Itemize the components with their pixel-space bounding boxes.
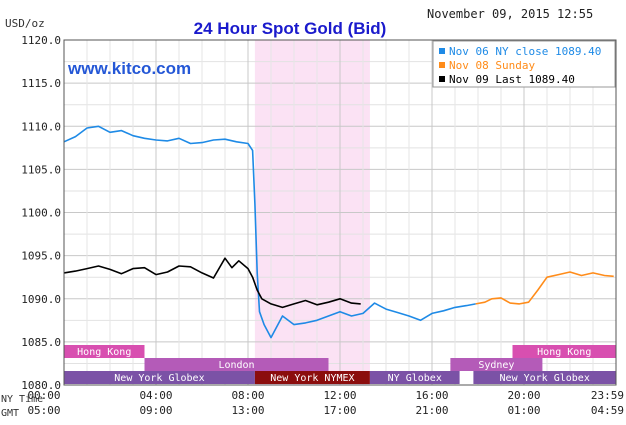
timestamp: November 09, 2015 12:55 bbox=[427, 7, 593, 21]
x-tick-gmt: 13:00 bbox=[231, 404, 264, 417]
session-bar bbox=[512, 345, 616, 358]
series-line-1 bbox=[475, 271, 614, 305]
legend-box bbox=[432, 40, 616, 88]
session-bar bbox=[254, 371, 370, 384]
y-tick-label: 1110.0 bbox=[21, 120, 61, 133]
x-tick-ny: 00:00 bbox=[27, 389, 60, 402]
y-axis: 1120.0 1115.0 1110.0 1105.0 1100.0 1095.0 1090… bbox=[21, 34, 61, 392]
session-bar bbox=[450, 358, 543, 371]
x-tick-ny: 12:00 bbox=[323, 389, 356, 402]
y-tick-label: 1085.0 bbox=[21, 336, 61, 349]
x-tick-ny: 08:00 bbox=[231, 389, 264, 402]
legend-swatch bbox=[439, 76, 445, 82]
grid bbox=[63, 39, 617, 386]
x-axis: NY Time GMT 00:00 05:00 04:00 09:00 08:00 13:00… bbox=[1, 389, 624, 419]
series-line-2 bbox=[63, 257, 361, 309]
plot-frame bbox=[63, 39, 617, 386]
series bbox=[63, 125, 614, 339]
y-tick-label: 1100.0 bbox=[21, 207, 61, 220]
x-tick-ny: 20:00 bbox=[507, 389, 540, 402]
y-tick-label: 1095.0 bbox=[21, 250, 61, 263]
x-tick-gmt: 21:00 bbox=[415, 404, 448, 417]
x-tick-ny: 16:00 bbox=[415, 389, 448, 402]
session-label: Hong Kong bbox=[537, 347, 591, 358]
session-label: New York Globex bbox=[114, 373, 204, 384]
chart-title: 24 Hour Spot Gold (Bid) bbox=[194, 19, 387, 38]
y-tick-label: 1115.0 bbox=[21, 77, 61, 90]
session-bar bbox=[64, 345, 145, 358]
session-label: New York NYMEX bbox=[270, 373, 354, 384]
x-tick-ny: 23:59 bbox=[591, 389, 624, 402]
x-tick-gmt: 17:00 bbox=[323, 404, 356, 417]
x-tick-gmt: 04:59 bbox=[591, 404, 624, 417]
session-bar bbox=[369, 371, 460, 384]
legend-swatch bbox=[439, 62, 445, 68]
session-label: Hong Kong bbox=[77, 347, 131, 358]
session-bar bbox=[64, 371, 255, 384]
legend-label: Nov 09 Last 1089.40 bbox=[449, 73, 575, 86]
x-tick-gmt: 09:00 bbox=[139, 404, 172, 417]
x-tick-ny: 04:00 bbox=[139, 389, 172, 402]
unit-label: USD/oz bbox=[5, 17, 45, 30]
session-label: New York Globex bbox=[500, 373, 590, 384]
watermark: www.kitco.com bbox=[67, 59, 191, 78]
series-line-0 bbox=[63, 125, 476, 339]
session-label: NY Globex bbox=[388, 373, 442, 384]
market-sessions: Hong Kong Hong Kong London Sydney New York G… bbox=[64, 345, 616, 384]
y-tick-label: 1090.0 bbox=[21, 293, 61, 306]
y-tick-label: 1120.0 bbox=[21, 34, 61, 47]
x-row-label-gmt: GMT bbox=[1, 408, 19, 419]
legend-swatch bbox=[439, 48, 445, 54]
x-tick-gmt: 01:00 bbox=[507, 404, 540, 417]
session-label: London bbox=[218, 360, 254, 371]
y-tick-label: 1105.0 bbox=[21, 163, 61, 176]
y-tick-label: 1080.0 bbox=[21, 379, 61, 392]
session-label: Sydney bbox=[478, 360, 514, 371]
x-tick-gmt: 05:00 bbox=[27, 404, 60, 417]
x-row-label-ny: NY Time bbox=[1, 394, 43, 405]
session-bar bbox=[473, 371, 616, 384]
session-bar bbox=[144, 358, 329, 371]
legend-label: Nov 06 NY close 1089.40 bbox=[449, 45, 601, 58]
legend-label: Nov 08 Sunday bbox=[449, 59, 535, 72]
